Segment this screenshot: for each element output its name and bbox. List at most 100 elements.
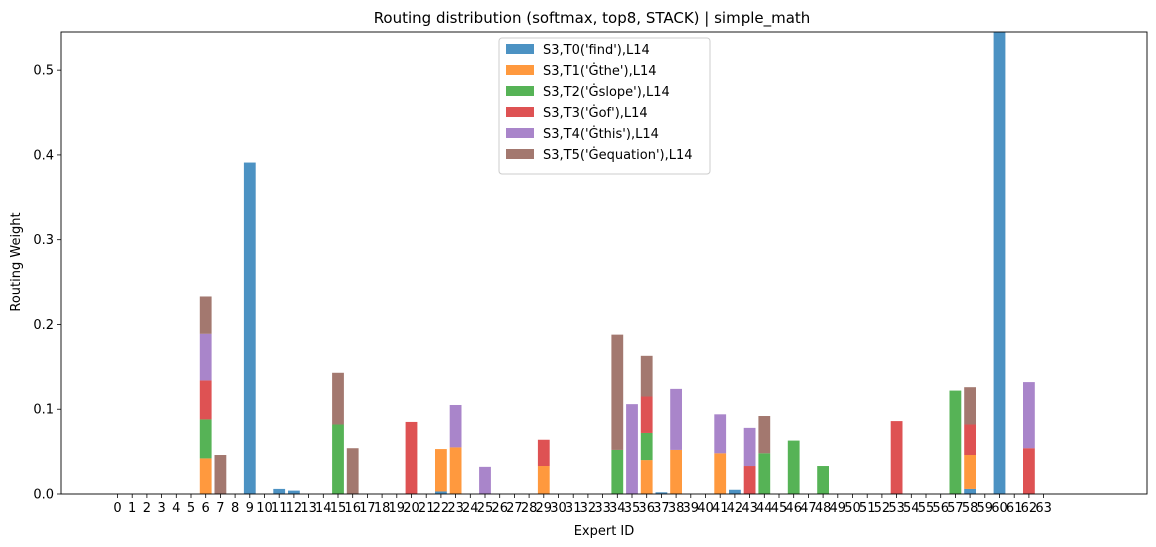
x-tick-label: 36 — [638, 501, 655, 516]
bar-s0-expert-12 — [288, 490, 300, 494]
y-axis-label: Routing Weight — [9, 212, 24, 311]
bar-s0-expert-58 — [964, 488, 976, 494]
bar-s5-expert-36 — [640, 355, 653, 397]
bar-s2-expert-44 — [758, 453, 771, 494]
x-tick-label: 19 — [389, 501, 406, 516]
bar-s2-expert-34 — [611, 449, 624, 494]
bar-s0-expert-60 — [993, 32, 1006, 494]
legend-swatch — [506, 149, 534, 159]
bar-s0-expert-22 — [435, 491, 447, 494]
x-tick-label: 53 — [888, 501, 905, 516]
x-tick-label: 38 — [668, 501, 685, 516]
bar-s0-expert-37 — [655, 492, 668, 494]
y-tick-label: 0.3 — [33, 233, 54, 248]
bar-s1-expert-6 — [199, 458, 212, 494]
legend-label: S3,T5('Ġequation'),L14 — [543, 146, 693, 163]
x-tick-label: 21 — [418, 501, 435, 516]
bar-s5-expert-16 — [346, 448, 359, 494]
bars-layer — [199, 32, 1035, 494]
legend-label: S3,T3('Ġof'),L14 — [543, 104, 648, 121]
x-tick-label: 11 — [271, 501, 288, 516]
x-tick-label: 58 — [962, 501, 979, 516]
bar-s4-expert-41 — [714, 414, 727, 454]
x-tick-label: 16 — [344, 501, 361, 516]
x-tick-label: 49 — [830, 501, 847, 516]
legend-label: S3,T1('Ġthe'),L14 — [543, 62, 656, 79]
x-tick-label: 57 — [947, 501, 964, 516]
x-tick-label: 46 — [785, 501, 802, 516]
legend-label: S3,T4('Ġthis'),L14 — [543, 125, 659, 142]
bar-s4-expert-35 — [626, 404, 638, 494]
bar-s4-expert-43 — [743, 427, 756, 467]
bar-s4-expert-38 — [670, 388, 682, 450]
bar-s3-expert-62 — [1023, 448, 1035, 494]
bar-s5-expert-15 — [332, 372, 344, 425]
x-tick-label: 23 — [447, 501, 464, 516]
x-tick-label: 9 — [246, 501, 254, 516]
x-tick-label: 42 — [727, 501, 744, 516]
x-tick-label: 29 — [536, 501, 553, 516]
legend-swatch — [506, 86, 534, 96]
y-tick-label: 0.4 — [33, 148, 54, 163]
x-tick-label: 44 — [756, 501, 773, 516]
x-tick-label: 10 — [256, 501, 273, 516]
x-axis-label: Expert ID — [574, 524, 635, 539]
bar-s5-expert-6 — [199, 296, 212, 334]
bar-s5-expert-58 — [964, 387, 976, 425]
bar-s3-expert-20 — [405, 421, 418, 494]
x-tick-label: 60 — [991, 501, 1008, 516]
x-tick-label: 48 — [815, 501, 832, 516]
x-tick-label: 6 — [202, 501, 210, 516]
bar-s1-expert-38 — [670, 449, 682, 494]
x-tick-label: 54 — [903, 501, 920, 516]
x-tick-label: 40 — [697, 501, 714, 516]
bar-s3-expert-6 — [199, 380, 212, 420]
plot-frame — [60, 31, 1148, 495]
x-tick-label: 56 — [932, 501, 949, 516]
bar-s3-expert-58 — [964, 424, 976, 456]
bar-s3-expert-29 — [537, 439, 550, 467]
y-tick-label: 0.2 — [33, 318, 54, 333]
axes-layer: 0 1 2 3 4 5 6 7 8 9 101112131415161718192021222324… — [33, 31, 1148, 516]
x-tick-label: 0 — [113, 501, 121, 516]
legend-box — [498, 37, 711, 175]
x-tick-label: 15 — [330, 501, 347, 516]
x-tick-label: 37 — [653, 501, 670, 516]
bar-s4-expert-25 — [479, 466, 491, 494]
x-tick-label: 63 — [1035, 501, 1052, 516]
bar-s1-expert-41 — [714, 453, 727, 494]
x-tick-label: 59 — [977, 501, 994, 516]
bar-s5-expert-44 — [758, 416, 771, 454]
x-tick-label: 55 — [918, 501, 935, 516]
legend-swatch — [506, 44, 534, 54]
bar-s1-expert-22 — [435, 449, 447, 492]
x-tick-label: 41 — [712, 501, 729, 516]
y-tick-label: 0.0 — [33, 488, 54, 503]
x-tick-label: 3 — [157, 501, 165, 516]
bar-s2-expert-36 — [640, 432, 653, 461]
bar-s3-expert-53 — [890, 421, 903, 494]
bar-s2-expert-46 — [787, 440, 800, 494]
x-tick-label: 34 — [609, 501, 626, 516]
x-tick-label: 17 — [359, 501, 376, 516]
bar-s3-expert-36 — [640, 396, 653, 433]
y-tick-label: 0.5 — [33, 64, 54, 79]
bar-s1-expert-58 — [964, 455, 976, 489]
x-tick-label: 51 — [859, 501, 876, 516]
x-tick-label: 20 — [403, 501, 420, 516]
x-tick-label: 18 — [374, 501, 391, 516]
x-tick-label: 27 — [506, 501, 523, 516]
legend-swatch — [506, 128, 534, 138]
bar-s1-expert-36 — [640, 460, 653, 494]
x-tick-label: 50 — [844, 501, 861, 516]
x-tick-label: 62 — [1021, 501, 1038, 516]
bar-s5-expert-34 — [611, 334, 624, 450]
bar-s0-expert-11 — [273, 488, 286, 494]
x-tick-label: 12 — [286, 501, 303, 516]
x-tick-label: 30 — [550, 501, 567, 516]
bar-s1-expert-23 — [449, 447, 462, 494]
x-tick-label: 32 — [580, 501, 597, 516]
x-tick-label: 61 — [1006, 501, 1023, 516]
legend: S3,T0('find'),L14 S3,T1('Ġthe'),L14 S3,T2(… — [498, 37, 711, 175]
